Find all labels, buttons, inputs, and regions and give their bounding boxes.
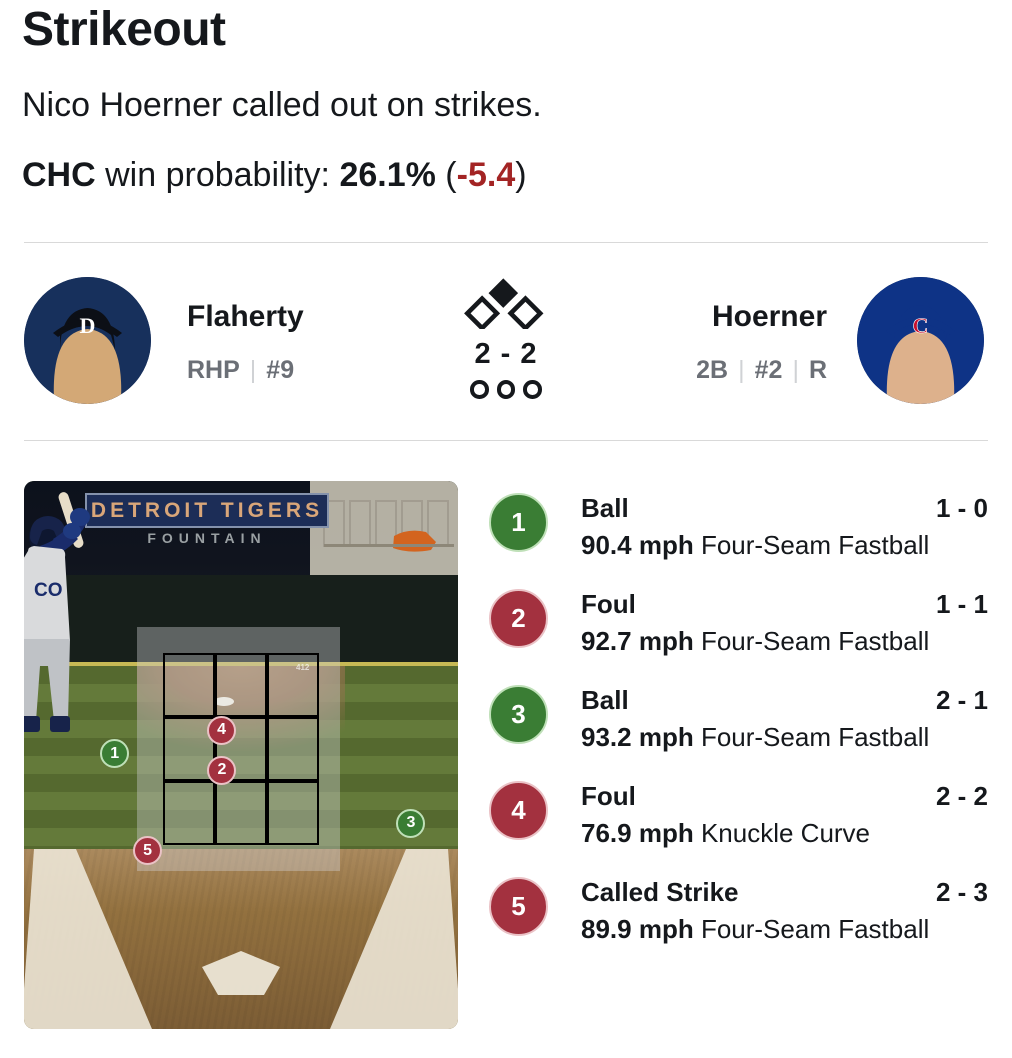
svg-text:D: D bbox=[80, 313, 96, 338]
svg-text:CO: CO bbox=[34, 580, 63, 601]
svg-text:C: C bbox=[913, 313, 929, 338]
